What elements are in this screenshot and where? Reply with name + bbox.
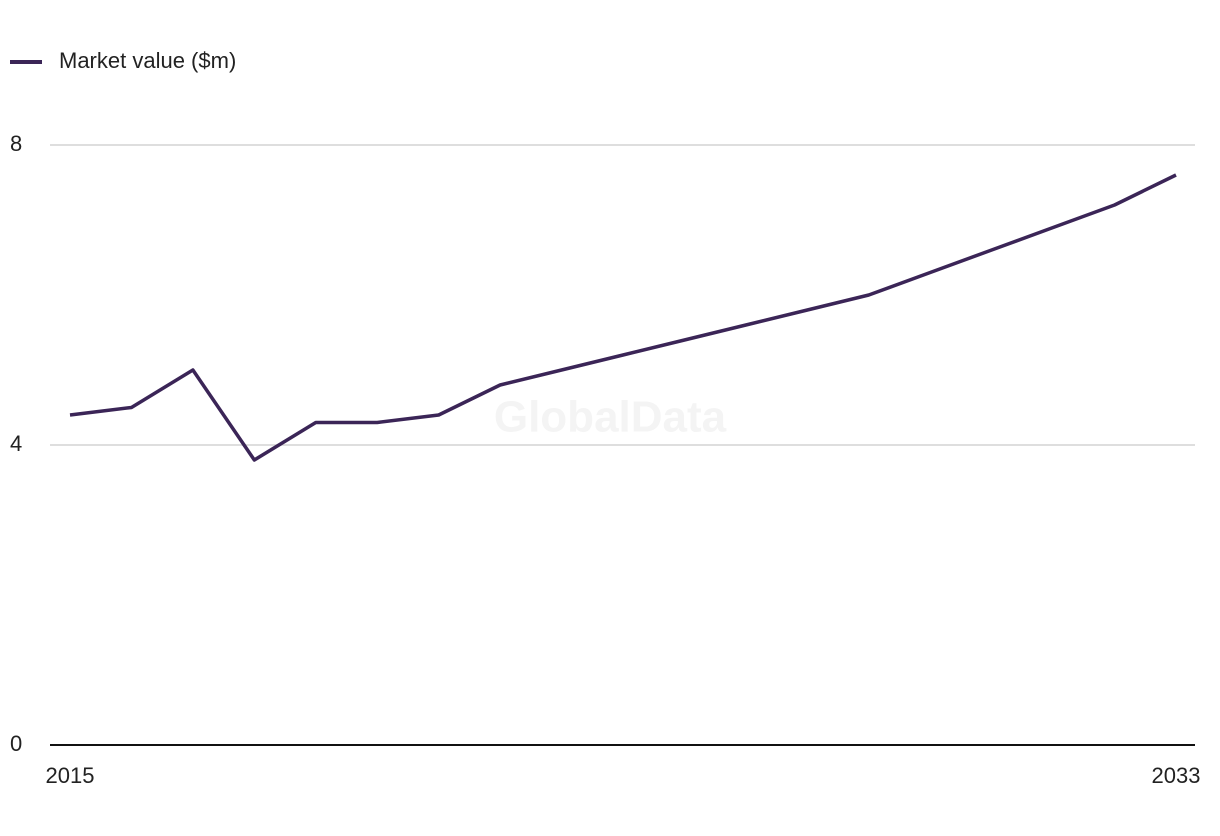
x-tick-label: 2033 [1152,763,1201,788]
legend-label: Market value ($m) [59,48,236,73]
x-tick-label: 2015 [46,763,95,788]
series-line [69,173,1177,462]
watermark: GlobalData [494,393,727,442]
y-tick-label: 8 [10,131,22,156]
y-tick-label: 4 [10,431,22,456]
y-tick-label: 0 [10,731,22,756]
